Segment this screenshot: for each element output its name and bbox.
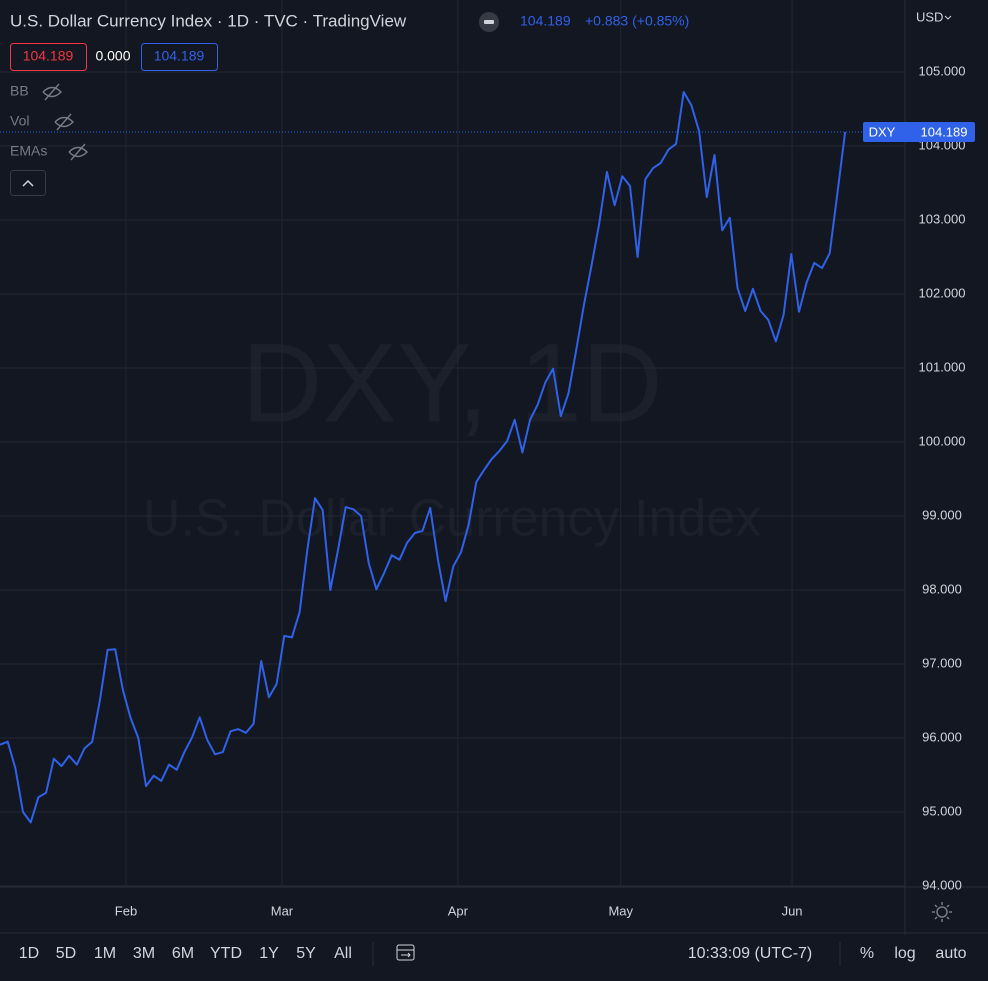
range-button[interactable]: 6M	[172, 945, 194, 962]
clock[interactable]: 10:33:09 (UTC-7)	[688, 945, 813, 962]
range-button[interactable]: 1M	[94, 945, 116, 962]
sell-price[interactable]: 104.189	[23, 48, 74, 64]
price-tag	[863, 122, 975, 143]
chevron-icon	[944, 15, 952, 20]
settings-icon	[932, 902, 952, 922]
range-button[interactable]: 5Y	[296, 945, 316, 962]
x-tick-label: Jun	[782, 903, 803, 918]
chevron-icon	[22, 179, 34, 187]
range-button[interactable]: 1D	[19, 945, 39, 962]
range-button[interactable]: 1Y	[259, 945, 279, 962]
y-tick-label: 95.000	[922, 803, 962, 818]
icon	[397, 949, 414, 958]
spread: 0.000	[95, 48, 130, 64]
sell-button[interactable]	[10, 43, 87, 71]
chart-title: U.S. Dollar Currency Index · 1D · TVC · …	[10, 11, 407, 30]
settings-icon[interactable]	[936, 906, 948, 918]
icon	[484, 20, 494, 24]
x-tick-label: Mar	[271, 903, 294, 918]
y-tick-label: 100.000	[919, 433, 966, 448]
indicator-label: EMAs	[10, 143, 47, 159]
hide-icon[interactable]	[42, 83, 62, 101]
auto-toggle[interactable]: auto	[935, 945, 966, 962]
indicator-label: Vol	[10, 113, 29, 129]
watermark-symbol: DXY, 1D	[241, 321, 662, 446]
buy-price[interactable]: 104.189	[154, 48, 205, 64]
x-tick-label: May	[608, 903, 633, 918]
price-tag-value: 104.189	[921, 124, 968, 139]
range-button[interactable]: All	[334, 945, 352, 962]
currency[interactable]: USD	[916, 9, 943, 24]
price-change: +0.883 (+0.85%)	[585, 13, 689, 29]
x-tick-label: Apr	[448, 903, 469, 918]
y-tick-label: 105.000	[919, 63, 966, 78]
range-button[interactable]: 5D	[56, 945, 76, 962]
goto-date-icon[interactable]	[396, 944, 415, 961]
indicators: BB Vol EMAs	[10, 83, 88, 161]
y-tick-label: 103.000	[919, 211, 966, 226]
buy-button[interactable]	[141, 43, 218, 71]
price-line	[0, 91, 847, 824]
x-tick-label: Feb	[115, 903, 137, 918]
hide-icon[interactable]	[54, 113, 74, 131]
indicator-label: BB	[10, 83, 29, 99]
percent-toggle[interactable]: %	[860, 945, 874, 962]
plot	[0, 0, 905, 887]
hide-icon[interactable]	[68, 143, 88, 161]
y-tick-label: 96.000	[922, 729, 962, 744]
watermark-name: U.S. Dollar Currency Index	[143, 490, 761, 548]
y-tick-label: 98.000	[922, 581, 962, 596]
last-price: 104.189	[520, 13, 571, 29]
y-tick-label: 94.000	[922, 877, 962, 892]
y-tick-label: 99.000	[922, 507, 962, 522]
y-tick-label: 101.000	[919, 359, 966, 374]
log-toggle[interactable]: log	[894, 945, 915, 962]
price-tag-symbol: DXY	[869, 124, 896, 139]
range-button[interactable]: YTD	[210, 945, 242, 962]
collapse-indicators[interactable]	[10, 170, 46, 196]
y-tick-label: 97.000	[922, 655, 962, 670]
y-tick-label: 102.000	[919, 285, 966, 300]
range-buttons: 1D 5D 1M 3M 6M YTD 1Y 5Y All	[19, 945, 352, 962]
range-button[interactable]: 3M	[133, 945, 155, 962]
